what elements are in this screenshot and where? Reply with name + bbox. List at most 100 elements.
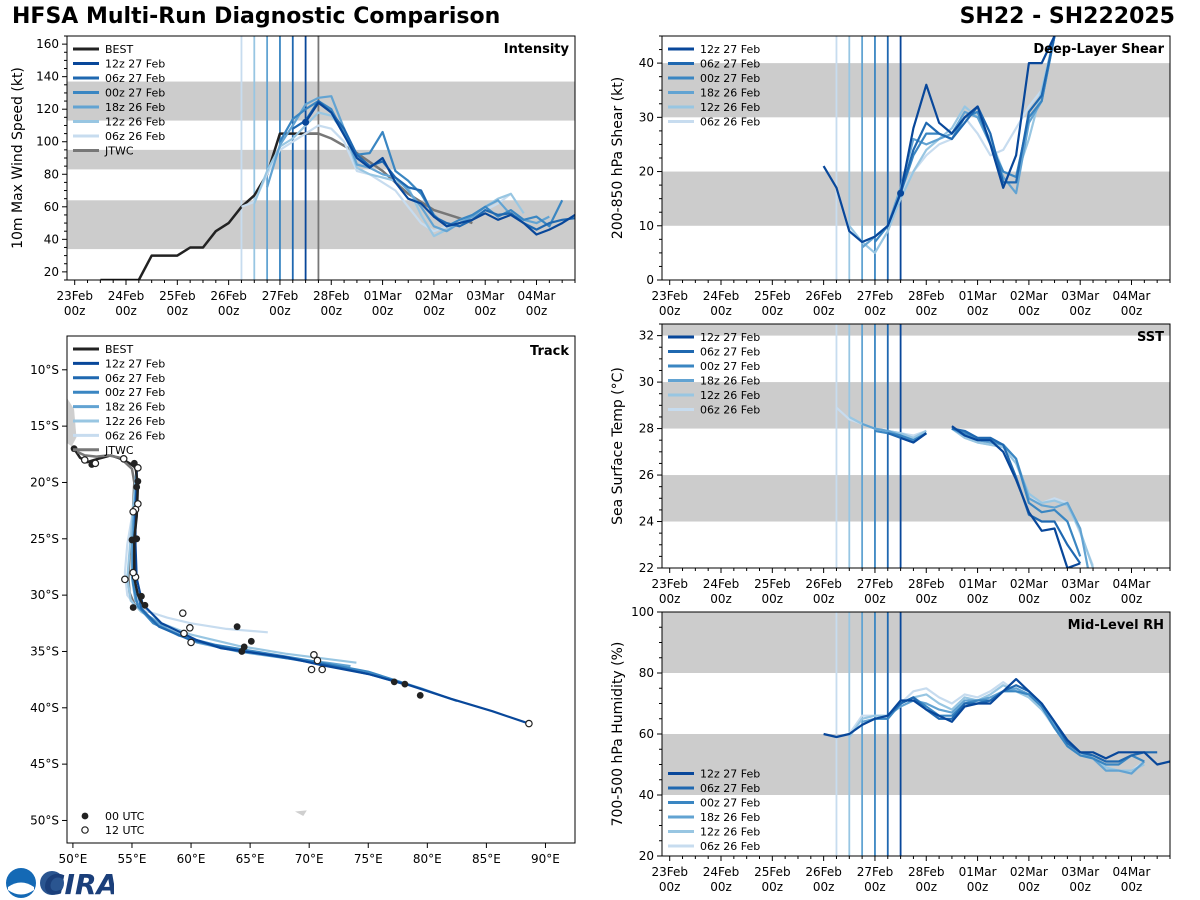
kerguelen-island-shape — [295, 810, 307, 816]
intensity-y-tick-label: 140 — [36, 70, 59, 84]
rh-threshold-band — [662, 734, 1170, 795]
storm-id-title: SH22 - SH222025 — [959, 4, 1175, 29]
shear-y-tick-label: 20 — [639, 165, 654, 179]
sst-x-tick-label: 03Mar — [1061, 577, 1099, 591]
shear-x-tick-label: 27Feb — [857, 289, 894, 303]
track-00utc-marker — [129, 604, 137, 611]
shear-x-tick-label: 00z — [659, 304, 681, 318]
track-00utc-marker — [247, 637, 255, 645]
shear-x-tick-label: 00z — [967, 304, 989, 318]
intensity-panel-title: Intensity — [504, 42, 570, 57]
shear-x-tick-label: 23Feb — [651, 289, 688, 303]
shear-x-tick-label: 26Feb — [805, 289, 842, 303]
intensity-x-tick-label: 23Feb — [56, 289, 93, 303]
sst-legend-label: 12z 27 Feb — [700, 331, 760, 344]
track-12utc-marker — [119, 455, 128, 463]
intensity-legend-label: BEST — [105, 43, 133, 56]
sst-x-tick-label: 00z — [915, 592, 937, 606]
rh-x-tick-label: 02Mar — [1010, 865, 1048, 879]
sst-x-tick-label: 00z — [813, 592, 835, 606]
cira-globe-icon — [40, 871, 64, 895]
track-00utc-marker — [238, 648, 246, 655]
track-12utc-marker — [178, 609, 187, 617]
shear-panel-title: Deep-Layer Shear — [1033, 42, 1164, 57]
intensity-legend-label: 00z 27 Feb — [105, 87, 165, 100]
track-x-tick-label: 55°E — [118, 852, 147, 866]
rh-x-tick-label: 00z — [1069, 880, 1091, 894]
intensity-x-tick-label: 00z — [115, 304, 137, 318]
intensity-x-tick-label: 27Feb — [262, 289, 299, 303]
track-00utc-marker — [133, 483, 141, 491]
intensity-current-marker — [302, 118, 310, 126]
cira-logo-text: CIRA — [44, 868, 114, 900]
noaa-cira-logo: CIRA — [6, 868, 114, 900]
shear-x-tick-label: 00z — [762, 304, 784, 318]
rh-x-tick-label: 00z — [659, 880, 681, 894]
shear-y-axis-label: 200-850 hPa Shear (kt) — [610, 77, 626, 239]
sst-y-tick-label: 32 — [639, 329, 654, 343]
sst-x-tick-label: 27Feb — [857, 577, 894, 591]
track-00utc-marker — [390, 678, 398, 686]
intensity-series-line — [100, 132, 319, 280]
rh-x-tick-label: 00z — [813, 880, 835, 894]
track-12utc-marker — [318, 665, 326, 674]
intensity-x-tick-label: 02Mar — [415, 289, 453, 303]
rh-legend-label: 12z 27 Feb — [700, 768, 760, 781]
shear-x-tick-label: 03Mar — [1061, 289, 1099, 303]
rh-x-tick-label: 01Mar — [959, 865, 997, 879]
rh-legend-label: 06z 26 Feb — [700, 840, 760, 853]
shear-legend-label: 12z 27 Feb — [700, 43, 760, 56]
shear-x-tick-label: 00z — [1018, 304, 1040, 318]
track-panel-title: Track — [530, 344, 569, 359]
sst-legend-label: 00z 27 Feb — [700, 360, 760, 373]
sst-x-tick-label: 25Feb — [754, 577, 791, 591]
track-12utc-marker — [180, 629, 188, 638]
shear-x-tick-label: 24Feb — [703, 289, 740, 303]
sst-x-tick-label: 24Feb — [703, 577, 740, 591]
rh-legend-label: 06z 27 Feb — [700, 782, 760, 795]
track-00utc-marker — [233, 623, 241, 631]
track-legend-label: JTWC — [104, 444, 134, 457]
track-12utc-marker — [91, 459, 100, 468]
intensity-legend-label: JTWC — [104, 145, 134, 158]
shear-x-tick-label: 00z — [710, 304, 732, 318]
sst-series-line — [951, 425, 1081, 568]
track-legend-label: 12z 26 Feb — [105, 415, 165, 428]
track-marker-legend-label: 00 UTC — [105, 810, 145, 823]
shear-plot-area — [662, 36, 1170, 280]
track-legend-label: 12z 27 Feb — [105, 357, 165, 370]
intensity-series-line — [266, 95, 550, 233]
shear-y-tick-label: 30 — [639, 110, 654, 124]
shear-x-tick-label: 00z — [813, 304, 835, 318]
sst-y-tick-label: 28 — [639, 422, 654, 436]
rh-y-tick-label: 100 — [631, 605, 654, 619]
shear-series-line — [886, 36, 1056, 227]
track-12utc-marker — [134, 464, 142, 472]
shear-x-tick-label: 02Mar — [1010, 289, 1048, 303]
intensity-plot-area — [67, 36, 575, 280]
rh-x-tick-label: 00z — [864, 880, 886, 894]
shear-legend-label: 06z 26 Feb — [700, 116, 760, 129]
track-marker-legend-label: 12 UTC — [105, 824, 145, 837]
intensity-y-tick-label: 40 — [44, 232, 59, 246]
sst-y-tick-label: 30 — [639, 375, 654, 389]
track-series-line — [134, 465, 530, 725]
intensity-x-tick-label: 00z — [269, 304, 291, 318]
shear-x-tick-label: 00z — [1069, 304, 1091, 318]
intensity-y-tick-label: 100 — [36, 135, 59, 149]
rh-x-tick-label: 00z — [1018, 880, 1040, 894]
shear-legend-label: 18z 26 Feb — [700, 87, 760, 100]
sst-x-tick-label: 00z — [1018, 592, 1040, 606]
track-00utc-marker — [134, 477, 142, 485]
track-series-line — [130, 465, 351, 668]
intensity-legend-label: 06z 26 Feb — [105, 130, 165, 143]
intensity-x-tick-label: 25Feb — [159, 289, 196, 303]
shear-threshold-band — [662, 171, 1170, 226]
intensity-threshold-band — [67, 149, 575, 170]
track-y-tick-label: 40°S — [30, 701, 59, 715]
rh-plot-area — [662, 612, 1170, 856]
intensity-y-tick-label: 60 — [44, 200, 59, 214]
